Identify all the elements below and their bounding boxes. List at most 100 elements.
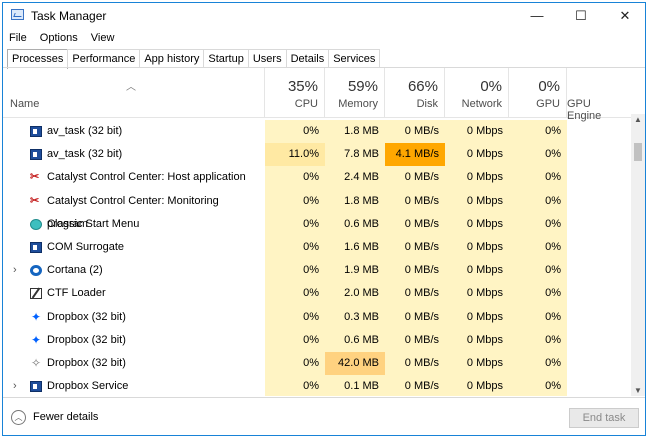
cell-cpu: 0% [265, 305, 325, 329]
process-name: Catalyst Control Center: Monitoring prog… [47, 194, 219, 230]
app-window-icon [30, 241, 42, 253]
table-row[interactable]: ✦ Dropbox (32 bit) 0% 0.3 MB 0 MB/s 0 Mbps 0% [3, 305, 631, 329]
cell-network: 0 Mbps [445, 235, 509, 260]
menu-options[interactable]: Options [39, 32, 78, 44]
cell-gpu-engine [567, 352, 629, 375]
cell-memory: 0.6 MB [325, 328, 385, 352]
cell-memory: 1.8 MB [325, 120, 385, 144]
maximize-button[interactable]: ☐ [575, 8, 587, 23]
tab-users[interactable]: Users [247, 49, 287, 68]
close-button[interactable]: ✕ [619, 8, 631, 23]
chevron-up-icon[interactable]: ︿ [11, 410, 26, 425]
process-name: Dropbox (32 bit) [47, 333, 126, 346]
column-header-gpu[interactable]: 0% GPU [509, 68, 567, 118]
minimize-button[interactable]: — [530, 8, 544, 23]
scrollbar-thumb[interactable] [634, 143, 642, 161]
cell-network: 0 Mbps [445, 120, 509, 144]
process-name-cell: ✦ Dropbox (32 bit) [3, 306, 265, 329]
ctf-loader-icon [30, 288, 42, 300]
table-row[interactable]: COM Surrogate 0% 1.6 MB 0 MB/s 0 Mbps 0% [3, 235, 631, 260]
chevron-right-icon[interactable]: › [13, 264, 17, 277]
cell-network: 0 Mbps [445, 259, 509, 283]
cell-gpu-engine [567, 190, 629, 213]
cell-disk: 4.1 MB/s [385, 143, 445, 167]
cell-memory: 1.9 MB [325, 259, 385, 283]
cell-memory: 42.0 MB [325, 351, 385, 376]
table-row[interactable]: ✂ Catalyst Control Center: Monitoring pro… [3, 189, 631, 230]
table-row[interactable]: ✧ Dropbox (32 bit) 0% 42.0 MB 0 MB/s 0 Mbps 0% [3, 351, 631, 376]
cell-disk: 0 MB/s [385, 282, 445, 306]
cell-disk: 0 MB/s [385, 375, 445, 396]
cell-gpu: 0% [509, 143, 567, 167]
menu-view[interactable]: View [90, 32, 115, 44]
table-row[interactable]: ✂ Catalyst Control Center: Host applicati… [3, 166, 631, 190]
tab-services[interactable]: Services [328, 49, 381, 68]
fewer-details-link[interactable]: Fewer details [33, 411, 99, 423]
column-header-network[interactable]: 0% Network [445, 68, 509, 118]
cell-memory: 0.1 MB [325, 375, 385, 396]
process-name-cell: ✂ Catalyst Control Center: Host applicati… [3, 166, 265, 189]
cell-disk: 0 MB/s [385, 212, 445, 236]
vertical-scrollbar[interactable]: ▲ ▼ [631, 114, 645, 396]
cell-network: 0 Mbps [445, 305, 509, 329]
cell-network: 0 Mbps [445, 189, 509, 213]
tab-app-history[interactable]: App history [139, 49, 205, 68]
process-name: av_task (32 bit) [47, 148, 123, 161]
table-row[interactable]: Classic Start Menu 0% 0.6 MB 0 MB/s 0 Mbps 0% [3, 212, 631, 236]
process-name: COM Surrogate [47, 240, 125, 253]
cell-gpu: 0% [509, 166, 567, 190]
process-name-cell: ✦ Dropbox (32 bit) [3, 329, 265, 352]
cell-gpu: 0% [509, 259, 567, 283]
process-name: Dropbox Service [47, 380, 129, 393]
tab-processes[interactable]: Processes [7, 49, 69, 69]
table-row[interactable]: av_task (32 bit) 11.0% 7.8 MB 4.1 MB/s 0 Mbp… [3, 143, 631, 167]
cell-disk: 0 MB/s [385, 166, 445, 190]
column-header-name[interactable]: ︿ Name [3, 68, 265, 118]
column-label-network: Network [461, 98, 502, 110]
scroll-down-icon[interactable]: ▼ [634, 386, 642, 395]
cell-gpu-engine [567, 259, 629, 282]
scroll-up-icon[interactable]: ▲ [634, 115, 642, 124]
tab-details[interactable]: Details [285, 49, 330, 68]
tab-performance[interactable]: Performance [67, 49, 141, 68]
table-row[interactable]: › Dropbox Service 0% 0.1 MB 0 MB/s 0 Mbps 0% [3, 375, 631, 396]
table-row[interactable]: CTF Loader 0% 2.0 MB 0 MB/s 0 Mbps 0% [3, 282, 631, 306]
table-row[interactable]: › Cortana (2) 0% 1.9 MB 0 MB/s 0 Mbps 0% [3, 259, 631, 283]
chevron-right-icon[interactable]: › [13, 380, 17, 393]
tab-strip: Processes Performance App history Startu… [7, 49, 381, 69]
cell-cpu: 0% [265, 212, 325, 236]
column-label-gpu: GPU [536, 98, 560, 110]
column-header-cpu[interactable]: 35% CPU [265, 68, 325, 118]
process-name: Classic Start Menu [47, 217, 140, 230]
cell-gpu: 0% [509, 212, 567, 236]
process-name-cell: CTF Loader [3, 282, 265, 305]
cell-disk: 0 MB/s [385, 328, 445, 352]
menu-bar: File Options View [3, 29, 118, 47]
cell-gpu-engine [567, 236, 629, 259]
title-bar[interactable]: Task Manager — ☐ ✕ [3, 3, 645, 28]
footer-bar: ︿ Fewer details End task [3, 397, 645, 435]
cell-gpu-engine [567, 213, 629, 236]
column-header-gpu-engine[interactable]: GPU Engine [567, 68, 631, 122]
end-task-button[interactable]: End task [569, 408, 639, 428]
cell-disk: 0 MB/s [385, 305, 445, 329]
cell-cpu: 0% [265, 282, 325, 306]
process-name-cell: ✧ Dropbox (32 bit) [3, 352, 265, 375]
table-row[interactable]: ✦ Dropbox (32 bit) 0% 0.6 MB 0 MB/s 0 Mbps 0% [3, 328, 631, 352]
catalyst-icon: ✂ [30, 171, 40, 184]
catalyst-icon: ✂ [30, 194, 40, 207]
menu-file[interactable]: File [9, 32, 27, 44]
column-header-disk[interactable]: 66% Disk [385, 68, 445, 118]
process-name: CTF Loader [47, 287, 106, 300]
cell-disk: 0 MB/s [385, 189, 445, 213]
cell-gpu: 0% [509, 120, 567, 144]
cell-network: 0 Mbps [445, 282, 509, 306]
tab-startup[interactable]: Startup [203, 49, 249, 68]
process-list: av_task (32 bit) 0% 1.8 MB 0 MB/s 0 Mbps 0% av… [3, 120, 631, 396]
cell-memory: 2.4 MB [325, 166, 385, 190]
app-window-icon [30, 126, 42, 137]
cell-cpu: 0% [265, 351, 325, 376]
column-header-memory[interactable]: 59% Memory [325, 68, 385, 118]
table-row[interactable]: av_task (32 bit) 0% 1.8 MB 0 MB/s 0 Mbps 0% [3, 120, 631, 144]
column-label-cpu: CPU [294, 98, 318, 110]
